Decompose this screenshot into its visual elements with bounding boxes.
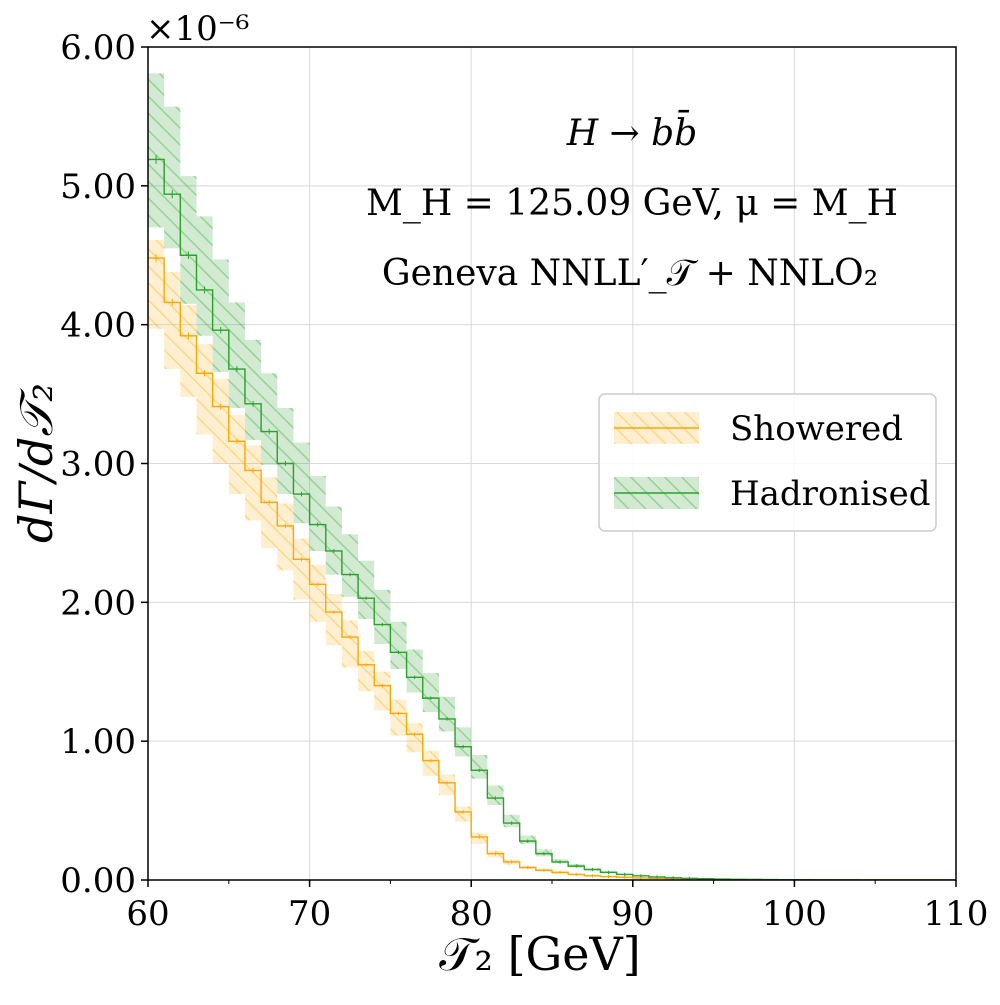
- y-tick-label: 3.00: [60, 445, 136, 485]
- band-showered: [326, 594, 342, 645]
- band-hadronised: [471, 755, 487, 779]
- band-hadronised: [390, 622, 406, 669]
- band-hadronised: [196, 216, 212, 335]
- band-hadronised: [310, 476, 326, 551]
- band-hadronised: [358, 561, 374, 619]
- band-hadronised: [374, 590, 390, 644]
- band-hadronised: [439, 697, 455, 732]
- annotation-parameters: M_H = 125.09 GeV, μ = M_H: [366, 183, 898, 224]
- band-hadronised: [342, 534, 358, 596]
- band-showered: [213, 379, 229, 464]
- band-hadronised: [407, 650, 423, 693]
- band-showered: [439, 774, 455, 795]
- band-showered: [277, 504, 293, 571]
- band-hadronised: [261, 373, 277, 465]
- series-line-showered: [148, 258, 956, 880]
- y-tick-label: 6.00: [60, 28, 136, 68]
- x-axis-title: 𝒯₂ [GeV]: [439, 927, 640, 981]
- y-tick-label: 4.00: [60, 306, 136, 346]
- band-showered: [407, 723, 423, 752]
- band-hadronised: [423, 673, 439, 712]
- band-hadronised: [326, 507, 342, 575]
- band-showered: [358, 651, 374, 691]
- band-hadronised: [180, 176, 196, 304]
- band-showered: [374, 672, 390, 711]
- band-showered: [164, 272, 180, 369]
- band-hadronised: [455, 727, 471, 756]
- band-hadronised: [164, 107, 180, 249]
- band-showered: [423, 751, 439, 776]
- band-hadronised: [245, 340, 261, 440]
- y-tick-label: 5.00: [60, 167, 136, 207]
- band-showered: [229, 415, 245, 494]
- y-tick-label: 1.00: [60, 722, 136, 762]
- x-tick-label: 100: [762, 894, 827, 934]
- band-showered: [455, 806, 471, 821]
- x-tick-label: 110: [924, 894, 989, 934]
- band-showered: [293, 538, 309, 599]
- band-hadronised: [148, 73, 164, 227]
- band-hadronised: [229, 302, 245, 408]
- band-showered: [342, 620, 358, 667]
- legend-label-showered: Showered: [730, 409, 903, 449]
- y-offset-label: ×10⁻⁶: [146, 9, 249, 49]
- legend-label-hadronised: Hadronised: [730, 474, 931, 514]
- band-showered: [196, 344, 212, 434]
- band-hadronised: [504, 815, 520, 827]
- annotation-process: H → bb̄: [566, 110, 698, 154]
- y-tick-label: 0.00: [60, 861, 136, 901]
- band-hadronised: [487, 786, 503, 805]
- legend: Showered Hadronised: [599, 394, 936, 531]
- y-tick-label: 2.00: [60, 583, 136, 623]
- band-showered: [180, 305, 196, 397]
- band-showered: [390, 700, 406, 736]
- band-hadronised: [213, 259, 229, 371]
- band-showered: [245, 445, 261, 520]
- x-tick-label: 70: [288, 894, 331, 934]
- band-showered: [310, 565, 326, 622]
- band-showered: [148, 240, 164, 329]
- annotation-accuracy: Geneva NNLL′_𝒯 + NNLO₂: [382, 253, 878, 294]
- y-axis-title: dΓ/d𝒯₂: [9, 383, 63, 543]
- band-showered: [261, 477, 277, 548]
- band-hadronised: [293, 443, 309, 524]
- band-hadronised: [277, 408, 293, 494]
